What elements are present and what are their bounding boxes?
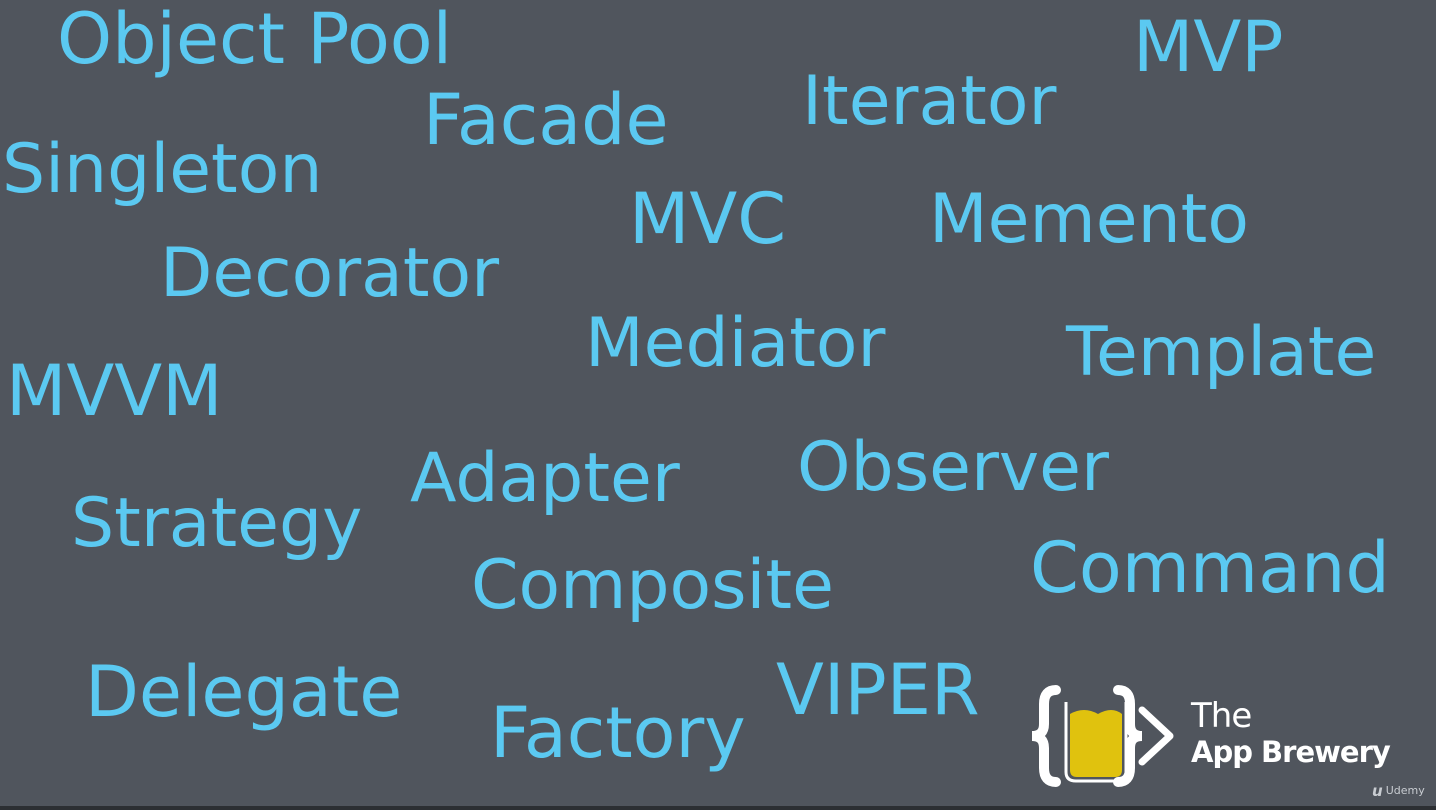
brand-wordmark: The App Brewery [1191, 696, 1391, 770]
right-brace-shape [1113, 685, 1143, 787]
udemy-icon: u [1372, 782, 1383, 800]
brand-line-app-brewery: App Brewery [1191, 735, 1391, 769]
word-mvvm: MVVM [6, 350, 223, 432]
app-brewery-logo-icon [1031, 685, 1174, 787]
beer-fill-shape [1070, 710, 1122, 777]
word-command: Command [1030, 527, 1390, 609]
word-composite: Composite [471, 546, 834, 625]
word-iterator: Iterator [802, 62, 1057, 141]
word-viper: VIPER [776, 649, 980, 731]
word-facade: Facade [423, 79, 669, 161]
word-factory: Factory [490, 692, 746, 774]
word-memento: Memento [929, 180, 1249, 259]
word-adapter: Adapter [410, 439, 680, 518]
udemy-watermark: u Udemy [1372, 782, 1425, 800]
word-object-pool: Object Pool [57, 0, 453, 80]
word-mvc: MVC [629, 178, 787, 260]
bottom-edge-bar [0, 806, 1436, 810]
word-decorator: Decorator [160, 234, 500, 313]
word-strategy: Strategy [71, 484, 363, 563]
word-mediator: Mediator [585, 304, 886, 383]
word-observer: Observer [797, 428, 1109, 507]
word-delegate: Delegate [85, 651, 403, 733]
left-brace-shape [1031, 685, 1061, 787]
arrow-shape [1138, 706, 1174, 766]
word-template: Template [1066, 313, 1377, 392]
udemy-label: Udemy [1385, 784, 1425, 797]
brand-line-the: The [1191, 696, 1252, 736]
word-mvp: MVP [1133, 6, 1284, 88]
word-singleton: Singleton [2, 130, 323, 209]
